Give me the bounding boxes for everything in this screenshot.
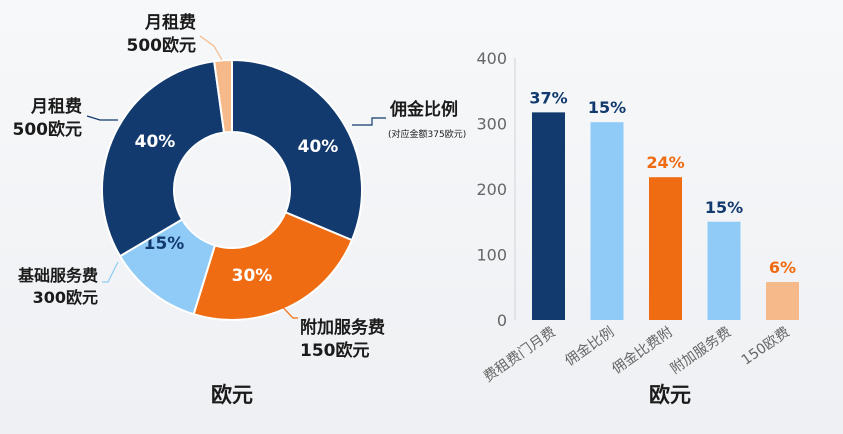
leader-line bbox=[86, 115, 118, 121]
slice-label-commission: 佣金比例 bbox=[389, 99, 458, 120]
donut-xlabel: 欧元 bbox=[211, 383, 253, 407]
bar bbox=[649, 177, 682, 320]
x-tick-label: 附加服务费 bbox=[668, 324, 735, 377]
slice-label-addon: 附加服务费 bbox=[300, 317, 385, 338]
bar-chart: 37% 费租费门月费 15% 佣金比例 24% 佣金比费附 15% 附加服务费 6% 150欧费 bbox=[481, 88, 799, 385]
bar bbox=[532, 112, 565, 321]
bar bbox=[766, 282, 799, 320]
donut-slice bbox=[213, 58, 233, 134]
slice-percent-label: 30% bbox=[232, 266, 273, 286]
slice-label-rent-small: 月租费 bbox=[144, 12, 196, 33]
slice-sublabel-addon: 150欧元 bbox=[300, 340, 370, 361]
y-tick-label: 100 bbox=[476, 246, 507, 265]
y-tick-label: 300 bbox=[476, 115, 507, 134]
leader-line bbox=[102, 261, 119, 283]
slice-sublabel-rent-small: 500欧元 bbox=[127, 35, 197, 56]
slice-sublabel-commission: (对应金额375欧元) bbox=[388, 128, 466, 140]
donut-chart: 40% 30% 15% 40% bbox=[101, 58, 363, 321]
y-tick-label: 0 bbox=[497, 311, 507, 330]
bar-data-label: 15% bbox=[588, 98, 626, 117]
leader-lines bbox=[86, 35, 386, 319]
x-tick-label: 佣金比费附 bbox=[609, 324, 676, 377]
leader-line bbox=[275, 299, 298, 319]
x-tick-label: 费租费门月费 bbox=[481, 324, 559, 385]
bar-data-label: 6% bbox=[769, 258, 796, 277]
bar bbox=[590, 122, 624, 320]
slice-label-rent: 月租费 bbox=[30, 96, 82, 117]
y-tick-label: 400 bbox=[476, 49, 507, 68]
x-tick-label: 佣金比例 bbox=[562, 324, 617, 369]
slice-percent-label: 15% bbox=[144, 234, 185, 254]
bar-axes: 0 100 200 300 400 bbox=[476, 49, 516, 330]
bar-data-label: 37% bbox=[529, 88, 567, 107]
donut-slice bbox=[231, 58, 363, 242]
slice-sublabel-rent: 500欧元 bbox=[13, 119, 83, 140]
slice-label-base: 基础服务费 bbox=[17, 266, 98, 285]
donut-slice bbox=[192, 211, 354, 321]
donut-slice bbox=[101, 60, 226, 258]
slice-percent-label: 40% bbox=[298, 137, 339, 157]
slice-percent-label: 40% bbox=[135, 132, 176, 152]
x-tick-label: 150欧费 bbox=[739, 324, 793, 369]
slice-sublabel-base: 300欧元 bbox=[33, 288, 98, 307]
leader-line bbox=[352, 117, 386, 126]
bar-data-label: 24% bbox=[646, 153, 684, 172]
bar-xlabel: 欧元 bbox=[649, 383, 691, 407]
bar-data-label: 15% bbox=[705, 198, 743, 217]
leader-line bbox=[199, 35, 223, 61]
bar bbox=[707, 221, 741, 320]
donut-labels: 佣金比例 (对应金额375欧元) 附加服务费 150欧元 基础服务费 300欧元… bbox=[13, 12, 467, 361]
y-tick-label: 200 bbox=[476, 180, 507, 199]
